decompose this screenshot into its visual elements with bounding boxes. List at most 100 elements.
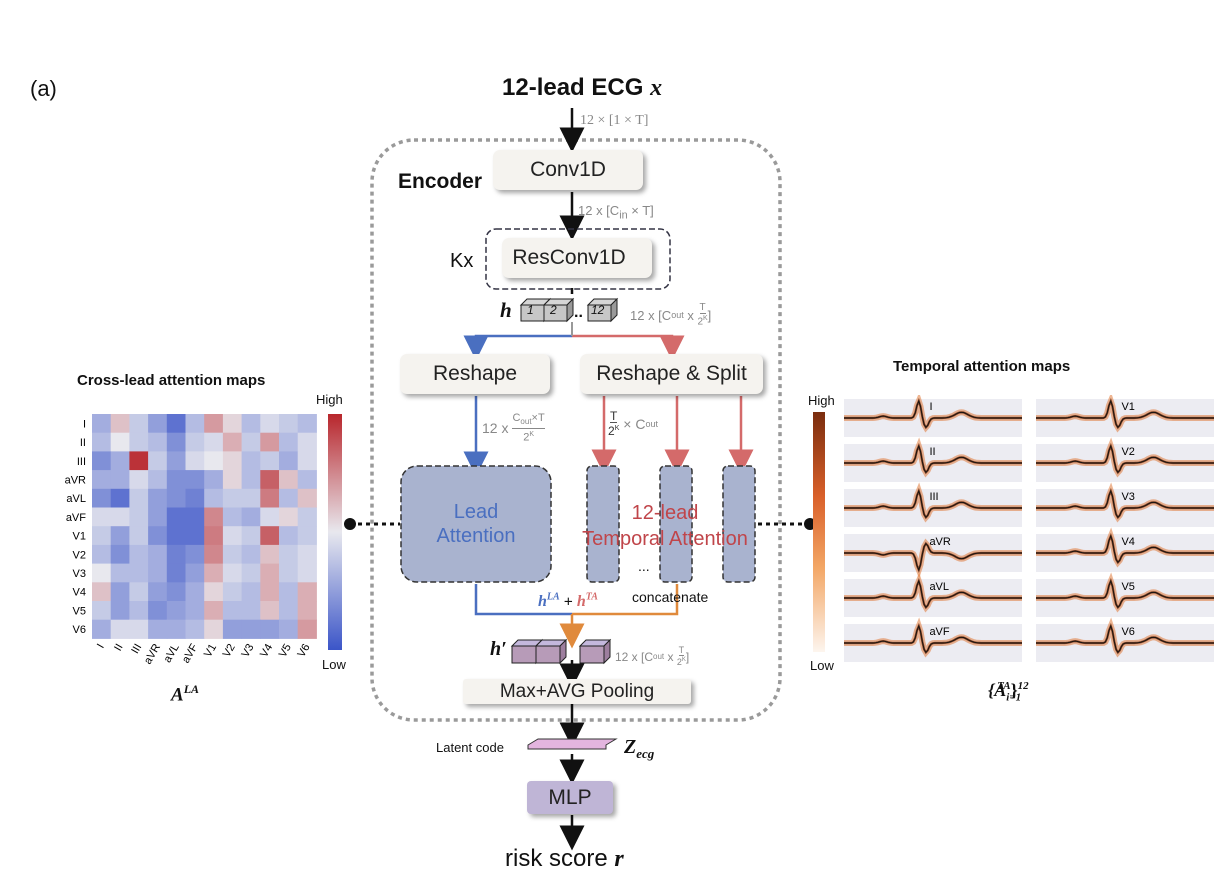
heatmap-cell [92,470,112,490]
temporal-lead-label: I [929,401,932,413]
h-label: h [500,298,512,322]
hprime-dims: 12 x [C out x T 2K ] [615,645,690,667]
heatmap-row-label: III [77,456,86,468]
heatmap-cell [110,582,130,602]
temporal-bar-1 [586,465,620,583]
heatmap-cell [241,619,261,639]
heatmap-cell [185,470,205,490]
heatmap-cell [279,601,299,621]
heatmap-cell [204,451,224,471]
heatmap-cell [241,563,261,583]
heatmap-cell [110,601,130,621]
lead-attention-shape [400,465,552,583]
heatmap-cell [297,582,317,602]
temporal-lead-label: V3 [1121,491,1134,503]
heatmap-cell [185,619,205,639]
conv-dims: 12 x [Cin × T] [578,203,654,222]
heatmap-col-label: III [129,642,144,656]
heatmap-cell [279,451,299,471]
heatmap-cell [110,451,130,471]
heatmap-cell [260,582,280,602]
temporal-colorbar [813,412,825,652]
heatmap-cell [92,619,112,639]
heatmap-cell [222,488,243,508]
heatmap-cell [222,526,243,546]
heatmap-cell [185,563,205,583]
merge-blue [474,584,572,616]
heatmap-cell [260,563,280,583]
heatmap-cell [129,488,149,508]
latent-code-bar [527,738,618,750]
heatmap-cell [110,488,130,508]
ecg-trace [844,624,1022,654]
heatmap-cell [185,582,205,602]
heatmap-cell [185,526,205,546]
heatmap-row-label: aVR [65,474,86,486]
ecg-trace [844,399,1022,429]
heat-low: Low [322,657,346,672]
heatmap-cell [166,451,186,471]
heatmap-cell [260,451,280,471]
temporal-lead-label: III [929,491,938,503]
repeat-label: Kx [450,250,474,272]
heatmap-cell [166,619,186,639]
heatmap-cell [279,488,299,508]
temporal-lead-label: aVF [929,626,949,638]
heatmap-cell [129,544,149,565]
temporal-high: High [808,393,835,408]
heatmap-cell [185,414,205,434]
heatmap-cell [92,507,112,527]
temporal-lead-label: V4 [1121,536,1134,548]
heatmap-cell [297,601,317,621]
h-block-12: 12 [591,303,605,317]
ecg-trace [1036,489,1214,519]
concatenate-label: concatenate [632,589,709,605]
heatmap-cell [204,526,224,546]
heatmap-cell [129,526,149,546]
heatmap-colorbar [328,414,342,650]
heatmap-cell [260,601,280,621]
temporal-lead-label: V5 [1121,581,1134,593]
heatmap-cell [129,601,149,621]
heatmap-cell [260,507,280,527]
heatmap-cell [260,488,280,508]
heatmap-cell [110,432,130,452]
heatmap-cell [148,470,168,490]
panel-label: (a) [30,76,57,101]
h-block-2: 2 [550,303,557,317]
hprime-blocks [510,638,612,665]
heatmap-cell [279,544,299,565]
heatmap-cell [110,563,130,583]
temporal-lead-label: V6 [1121,626,1134,638]
heatmap-cell [92,488,112,508]
heatmap-cell [148,488,168,508]
heatmap-cell [148,414,168,434]
heatmap-col-label: aVF [180,642,201,666]
temporal-bar-3 [722,465,756,583]
heatmap-cell [204,601,224,621]
heatmap-col-label: V2 [221,642,238,660]
ecg-trace [844,579,1022,609]
heatmap-cell [148,526,168,546]
heat-caption: ALA [171,682,200,706]
heatmap-row-label: aVF [66,512,86,524]
ecg-trace [1036,444,1214,474]
heatmap-cell [241,488,261,508]
h-dots: .. [574,304,583,321]
temporal-bar-2 [659,465,693,583]
heatmap-row-label: V1 [73,531,86,543]
heatmap-cell [166,526,186,546]
hprime-label: h′ [490,638,507,660]
heatmap-cell [241,414,261,434]
arrow-blue-split [463,334,572,361]
heatmap-cell [297,619,317,639]
temporal-lead-label: V2 [1121,446,1134,458]
heatmap-cell [222,601,243,621]
heatmap-cell [297,414,317,434]
heatmap-cell [92,526,112,546]
ecg-trace [844,542,1022,572]
heatmap-row-label: V6 [73,624,86,636]
heatmap-cell [279,582,299,602]
heatmap-cell [297,432,317,452]
